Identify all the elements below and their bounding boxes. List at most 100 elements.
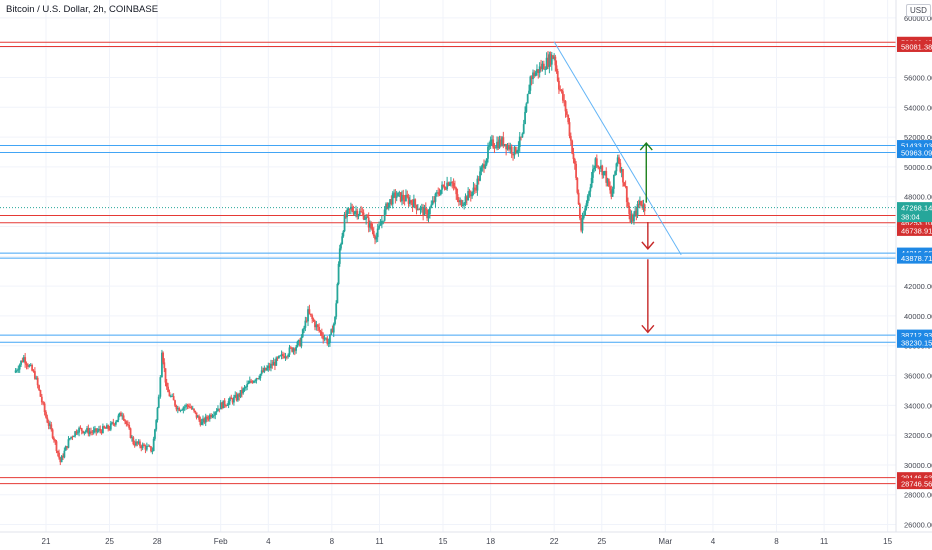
- candle-body: [487, 146, 489, 159]
- candle-body: [580, 218, 583, 231]
- time-tick-label: Mar: [658, 537, 672, 546]
- candle-body: [506, 145, 509, 150]
- candle-body: [457, 200, 460, 203]
- candle-body: [196, 416, 199, 418]
- currency-button[interactable]: USD: [906, 4, 931, 17]
- candle-body: [497, 141, 500, 149]
- candle-body: [586, 195, 589, 204]
- candle-body: [281, 354, 284, 357]
- time-tick-label: 4: [711, 537, 716, 546]
- candle-body: [508, 145, 510, 150]
- candle-body: [122, 415, 125, 420]
- candle-body: [389, 199, 391, 203]
- candle-body: [295, 346, 298, 351]
- candle-body: [278, 355, 280, 358]
- candle-body: [361, 211, 364, 213]
- candle-body: [615, 163, 618, 172]
- candle-body: [526, 94, 529, 104]
- candle-body: [252, 380, 255, 383]
- candle-body: [643, 204, 646, 212]
- candle-body: [128, 424, 131, 429]
- candle-body: [33, 371, 36, 379]
- candle-body: [522, 124, 525, 134]
- candle-body: [460, 200, 463, 207]
- candle-body: [435, 192, 438, 194]
- candle-body: [492, 139, 495, 148]
- candle-body: [336, 283, 339, 304]
- candle-body: [443, 185, 446, 189]
- price-tick-label: 30000.00: [904, 461, 932, 470]
- candle-body: [473, 187, 476, 190]
- candle-body: [95, 428, 98, 432]
- candle-body: [476, 178, 479, 191]
- candle-body: [314, 321, 316, 328]
- candle-body: [614, 171, 617, 175]
- candle-body: [105, 425, 108, 429]
- candle-body: [82, 430, 84, 434]
- candle-body: [263, 367, 266, 373]
- candle-body: [307, 309, 309, 322]
- candle-body: [599, 165, 602, 169]
- candle-body: [120, 412, 122, 417]
- candle-body: [326, 338, 329, 344]
- candle-body: [59, 457, 62, 463]
- candle-body: [362, 212, 365, 220]
- candle-body: [332, 323, 335, 333]
- price-tick-label: 48000.00: [904, 193, 932, 202]
- level-label: 38712.93: [901, 331, 932, 340]
- candle-body: [279, 355, 282, 357]
- price-tick-label: 60000.00: [904, 14, 932, 23]
- candle-body: [21, 360, 24, 362]
- candle-body: [308, 309, 311, 314]
- candle-body: [300, 337, 303, 347]
- candle-body: [274, 361, 276, 366]
- candle-body: [148, 445, 151, 447]
- candle-body: [366, 216, 369, 218]
- candle-body: [113, 423, 116, 425]
- candle-body: [90, 431, 92, 433]
- candle-body: [382, 220, 385, 222]
- candle-body: [58, 452, 60, 458]
- candle-body: [16, 370, 18, 372]
- candle-body: [625, 186, 628, 203]
- candle-body: [210, 414, 213, 418]
- level-label-bg: [897, 252, 932, 264]
- candle-body: [151, 451, 154, 452]
- time-axis[interactable]: 21 25 28 Feb 4 8 11 15 18 22 25 Mar 4 8 11 15: [42, 537, 893, 546]
- candle-body: [191, 408, 194, 410]
- candle-body: [36, 377, 39, 386]
- candle-body: [296, 341, 299, 347]
- candle-body: [353, 211, 356, 214]
- candle-body: [322, 335, 325, 340]
- candle-body: [447, 182, 450, 186]
- candle-body: [285, 356, 288, 358]
- candle-body: [411, 202, 414, 208]
- candle-body: [203, 418, 206, 423]
- candle-body: [116, 419, 119, 423]
- candle-body: [188, 405, 190, 408]
- candle-body: [642, 204, 645, 208]
- candle-body: [284, 356, 287, 358]
- candle-body: [627, 202, 629, 206]
- candle-body: [491, 139, 493, 141]
- candle-body: [465, 196, 468, 201]
- candle-body: [610, 190, 613, 197]
- candle-body: [355, 210, 357, 212]
- time-tick-label: 18: [486, 537, 495, 546]
- candle-body: [222, 400, 225, 409]
- candle-body: [107, 425, 110, 429]
- candle-body: [219, 402, 222, 410]
- candle-body: [459, 200, 462, 203]
- candle-body: [468, 191, 471, 195]
- level-label: 50963.09: [901, 149, 932, 158]
- candle-body: [612, 174, 615, 189]
- candle-body: [448, 183, 451, 186]
- symbol-title[interactable]: Bitcoin / U.S. Dollar, 2h, COINBASE: [6, 4, 159, 15]
- candle-body: [343, 214, 346, 232]
- time-tick-label: 11: [820, 537, 829, 546]
- candle-body: [329, 334, 331, 343]
- candle-body: [96, 430, 99, 432]
- candle-body: [493, 147, 496, 149]
- candle-body: [565, 111, 568, 115]
